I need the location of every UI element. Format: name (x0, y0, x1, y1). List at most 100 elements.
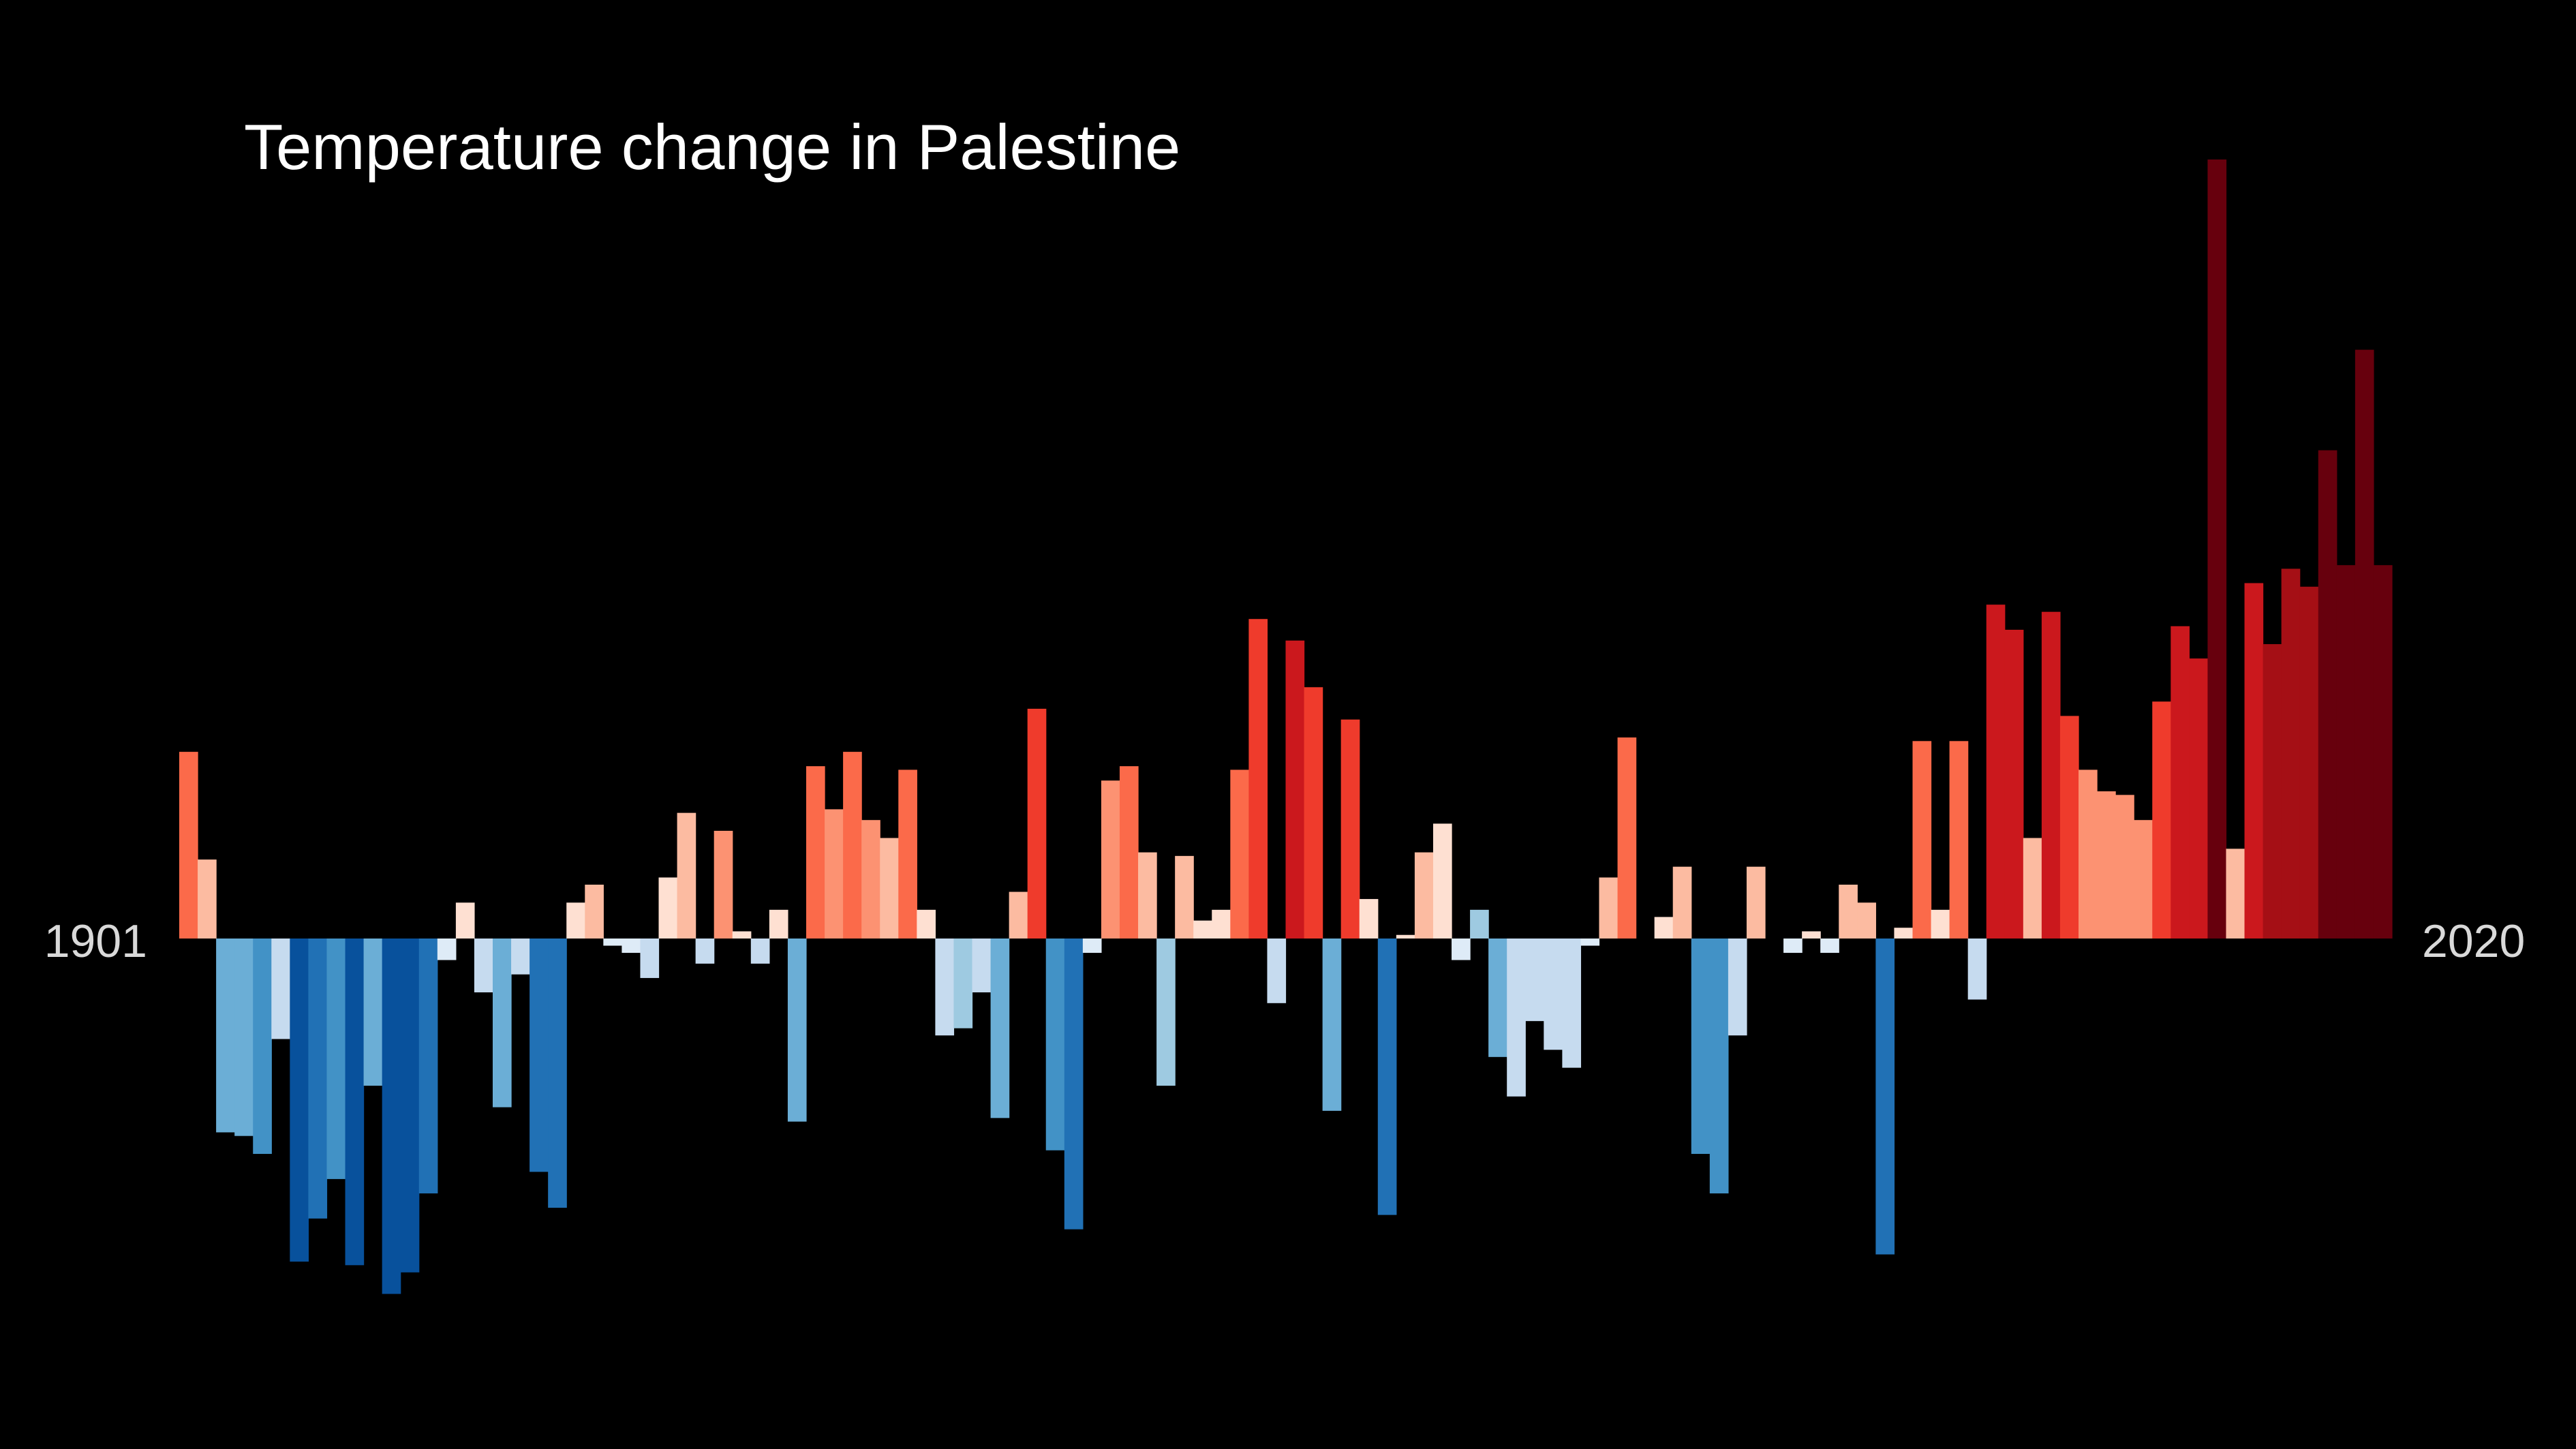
bar-1901 (179, 752, 198, 939)
bar-1904 (234, 939, 254, 1136)
bar-2015 (2281, 568, 2301, 939)
bar-1975 (1544, 939, 1563, 1050)
bar-1927 (658, 877, 678, 939)
bar-1955 (1175, 855, 1194, 939)
bar-2017 (2318, 450, 2337, 939)
bar-1947 (1027, 708, 1047, 939)
bar-1918 (492, 939, 512, 1108)
bar-1993 (1875, 939, 1895, 1255)
bar-2019 (2355, 350, 2374, 939)
bar-2014 (2263, 644, 2282, 939)
bar-2020 (2373, 565, 2393, 939)
bar-1961 (1285, 640, 1305, 939)
bar-1970 (1452, 939, 1471, 960)
bar-1916 (455, 902, 475, 939)
bar-1941 (917, 909, 936, 939)
bar-1930 (714, 830, 733, 939)
bar-1942 (935, 939, 955, 1036)
bar-1933 (769, 909, 788, 939)
bar-1913 (400, 939, 420, 1272)
bars-group (179, 159, 2393, 1294)
bar-1996 (1931, 909, 1950, 939)
bar-1928 (677, 812, 696, 939)
bar-1919 (511, 939, 530, 975)
bar-2008 (2152, 701, 2171, 939)
bar-1998 (1967, 939, 1987, 1000)
bar-1976 (1562, 939, 1582, 1068)
bar-2012 (2226, 849, 2245, 939)
bar-2002 (2041, 611, 2061, 939)
bar-1935 (806, 766, 825, 939)
bar-1903 (216, 939, 235, 1133)
bar-1946 (1009, 891, 1028, 939)
bar-2001 (2023, 838, 2042, 939)
bar-1908 (308, 939, 328, 1219)
bar-1912 (382, 939, 401, 1294)
bar-1934 (787, 939, 807, 1122)
bar-2010 (2189, 658, 2209, 939)
bar-1937 (843, 752, 862, 939)
end-year-label: 2020 (2422, 915, 2525, 967)
bar-1917 (474, 939, 493, 993)
bar-1958 (1230, 769, 1249, 939)
bar-1929 (695, 939, 715, 964)
bar-1902 (198, 859, 217, 939)
chart-title: Temperature change in Palestine (244, 111, 1180, 183)
bar-1986 (1746, 866, 1766, 939)
bar-1924 (603, 939, 622, 946)
bar-1944 (972, 939, 992, 993)
bar-1967 (1396, 934, 1415, 939)
bar-1962 (1304, 687, 1323, 939)
bar-1991 (1839, 884, 1858, 939)
bar-1909 (326, 939, 346, 1179)
bar-1994 (1894, 928, 1914, 939)
bar-1926 (640, 939, 660, 978)
bar-1914 (418, 939, 438, 1193)
bar-1992 (1857, 902, 1876, 939)
bar-1971 (1470, 909, 1489, 939)
bar-1979 (1617, 737, 1637, 939)
bar-1957 (1212, 909, 1231, 939)
bar-1982 (1672, 866, 1692, 939)
bar-2011 (2207, 159, 2227, 939)
bar-1968 (1414, 852, 1434, 939)
bar-1950 (1082, 939, 1102, 954)
bar-1905 (253, 939, 272, 1155)
start-year-label: 1901 (44, 915, 147, 967)
bar-1956 (1193, 920, 1212, 939)
bar-1952 (1119, 766, 1139, 939)
bar-1978 (1599, 877, 1619, 939)
bar-1936 (825, 809, 844, 939)
bar-2003 (2059, 716, 2079, 939)
bar-1984 (1709, 939, 1729, 1193)
bar-1990 (1820, 939, 1839, 954)
bar-1989 (1802, 931, 1821, 939)
bar-2016 (2299, 586, 2319, 939)
bar-1922 (566, 902, 585, 939)
bar-1973 (1507, 939, 1526, 1097)
bar-1964 (1340, 719, 1360, 939)
bar-1983 (1691, 939, 1711, 1155)
bar-2000 (2004, 630, 2024, 939)
bar-1999 (1986, 605, 2006, 939)
bar-1945 (990, 939, 1010, 1118)
bar-1906 (271, 939, 290, 1039)
bar-1953 (1138, 852, 1157, 939)
bar-2018 (2336, 565, 2356, 939)
bar-1981 (1654, 917, 1674, 939)
bar-1960 (1267, 939, 1287, 1003)
bar-1959 (1248, 619, 1268, 939)
bar-1915 (437, 939, 457, 960)
bar-1948 (1045, 939, 1065, 1150)
bar-1940 (898, 769, 917, 939)
bar-1923 (585, 884, 604, 939)
bar-1907 (290, 939, 309, 1262)
bar-1921 (548, 939, 567, 1208)
bar-1995 (1912, 741, 1932, 939)
bar-1931 (732, 931, 752, 939)
bar-1977 (1580, 939, 1600, 946)
bar-1920 (530, 939, 549, 1172)
bar-1939 (880, 838, 899, 939)
